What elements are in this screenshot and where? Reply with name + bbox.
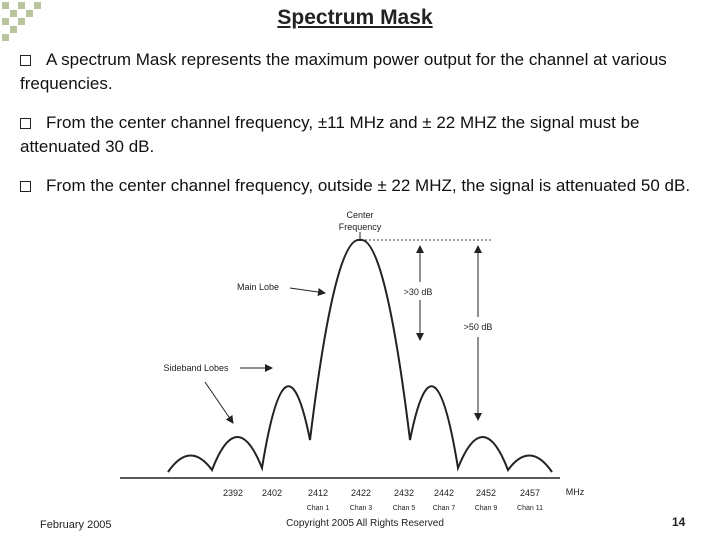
- attenuation-label: >50 dB: [464, 322, 493, 332]
- bullet: From the center channel frequency, ±11 M…: [20, 111, 700, 159]
- channel-label: Chan 1: [307, 505, 330, 512]
- channel-label: Chan 3: [350, 505, 373, 512]
- bullet-text: A spectrum Mask represents the maximum p…: [20, 50, 667, 93]
- footer-date: February 2005: [40, 519, 112, 531]
- slide-title: Spectrum Mask: [277, 6, 433, 29]
- frequency-label: 2457: [520, 488, 540, 498]
- center-label: Center: [346, 210, 373, 220]
- frequency-label: 2402: [262, 488, 282, 498]
- bullet-icon: [20, 118, 31, 129]
- frequency-label: 2432: [394, 488, 414, 498]
- arrow: [289, 287, 326, 296]
- bullet-icon: [20, 55, 31, 66]
- bullet-list: A spectrum Mask represents the maximum p…: [20, 48, 700, 213]
- bullet-text: From the center channel frequency, ±11 M…: [20, 113, 640, 156]
- center-label: Frequency: [339, 222, 382, 232]
- frequency-label: 2422: [351, 488, 371, 498]
- footer-copyright: Copyright 2005 All Rights Reserved: [286, 518, 444, 529]
- bullet: A spectrum Mask represents the maximum p…: [20, 48, 700, 96]
- sideband-label: Sideband Lobes: [163, 363, 229, 373]
- frequency-label: 2442: [434, 488, 454, 498]
- channel-label: Chan 5: [393, 505, 416, 512]
- channel-label: Chan 11: [517, 505, 543, 512]
- arrow: [204, 381, 234, 424]
- attenuation-label: >30 dB: [404, 287, 433, 297]
- frequency-label: 2452: [476, 488, 496, 498]
- page-number: 14: [672, 515, 686, 529]
- spectrum-curve: [167, 238, 553, 473]
- bullet-text: From the center channel frequency, outsi…: [46, 176, 691, 195]
- frequency-label: 2392: [223, 488, 243, 498]
- channel-label: Chan 9: [475, 505, 498, 512]
- corner-squares: [2, 2, 41, 41]
- bullet-icon: [20, 181, 31, 192]
- frequency-label: 2412: [308, 488, 328, 498]
- bullet: From the center channel frequency, outsi…: [20, 174, 700, 198]
- unit-label: MHz: [566, 487, 585, 497]
- channel-label: Chan 7: [433, 505, 456, 512]
- main-lobe-label: Main Lobe: [237, 282, 279, 292]
